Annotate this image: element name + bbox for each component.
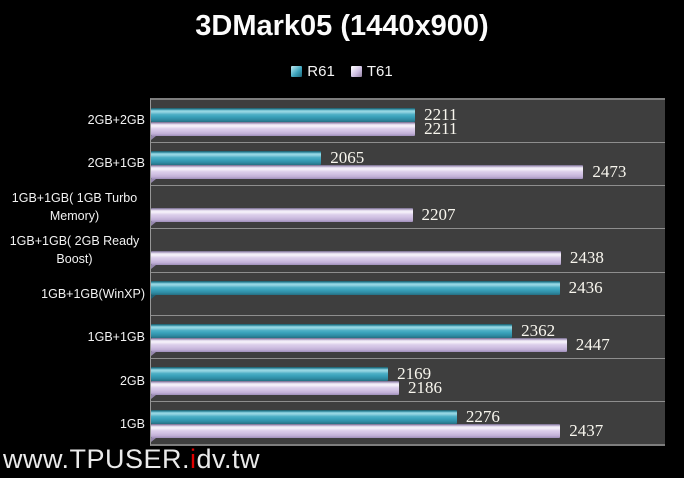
value-label: 2211 (424, 119, 458, 138)
bar-r61: 2436 (151, 279, 603, 299)
category-label: 2GB (119, 373, 145, 388)
category-label: 1GB+1GB( 2GB Ready Boost) (9, 234, 140, 267)
chart-row: 2362 2447 (151, 314, 665, 358)
category-cell: 1GB+1GB(WinXP) (0, 272, 150, 316)
category-cell: 1GB+1GB (0, 316, 150, 360)
category-axis: 2GB+2GB 2GB+1GB 1GB+1GB( 1GB Turbo Memory)… (0, 98, 150, 446)
bar-t61: 2437 (151, 422, 603, 442)
plot-area: 2211 2211 2065 2473 2207 2438 2436 2362 2447 2169… (150, 98, 665, 446)
value-label: 2211 (424, 105, 458, 124)
bar-t61: 2211 (151, 120, 457, 140)
category-label: 1GB+1GB(WinXP) (41, 286, 145, 301)
value-label: 2276 (465, 406, 500, 426)
value-label: 2169 (397, 363, 432, 383)
chart-row: 2211 2211 (151, 100, 665, 142)
value-label: 2438 (569, 248, 604, 268)
chart-title: 3DMark05 (1440x900) (195, 10, 489, 42)
category-label: 1GB+1GB( 1GB Turbo Memory) (11, 190, 138, 223)
value-label: 2436 (568, 277, 603, 297)
chart-row: 2438 (151, 228, 665, 271)
value-label: 2362 (521, 320, 556, 340)
bar-t61: 2438 (151, 249, 604, 270)
chart-row: 2207 (151, 185, 665, 228)
bar-r61: 2362 (151, 322, 555, 342)
category-cell: 1GB (0, 403, 150, 447)
legend-item-r61: R61 (291, 63, 335, 80)
bar-t61: 2207 (151, 206, 456, 227)
legend-label-r61: R61 (307, 62, 335, 80)
bar-t61: 2186 (151, 379, 442, 399)
chart-row: 2065 2473 (151, 142, 665, 185)
value-label: 2473 (592, 162, 627, 182)
legend: R61 T61 (0, 61, 684, 81)
bar-r61: 2276 (151, 408, 500, 428)
value-label: 2437 (569, 420, 604, 440)
chart-row: 2276 2437 (151, 400, 665, 444)
bar-r61: 2169 (151, 365, 431, 385)
bar-r61: 2211 (151, 106, 457, 126)
bar-t61: 2473 (151, 163, 626, 184)
bar-r61: 2065 (151, 149, 364, 170)
category-cell: 1GB+1GB( 2GB Ready Boost) (0, 229, 150, 273)
category-label: 1GB (119, 417, 145, 432)
value-label: 2207 (421, 205, 456, 225)
category-cell: 2GB+1GB (0, 142, 150, 186)
watermark-highlight: i (190, 444, 197, 474)
legend-swatch-t61-icon (350, 65, 362, 77)
legend-swatch-r61-icon (291, 65, 303, 77)
chart-row: 2436 (151, 271, 665, 315)
value-label: 2447 (575, 334, 610, 354)
category-cell: 2GB (0, 359, 150, 403)
legend-item-t61: T61 (350, 62, 393, 80)
bar-t61: 2447 (151, 336, 610, 356)
legend-label-t61: T61 (366, 62, 393, 80)
category-cell: 1GB+1GB( 1GB Turbo Memory) (0, 185, 150, 229)
watermark-prefix: www.TPUSER. (3, 444, 191, 474)
category-cell: 2GB+2GB (0, 98, 150, 142)
category-label: 2GB+1GB (87, 156, 145, 171)
watermark-suffix: dv.tw (196, 444, 261, 474)
value-label: 2065 (330, 148, 365, 168)
value-label: 2186 (408, 377, 442, 397)
chart-row: 2169 2186 (151, 357, 665, 401)
category-label: 1GB+1GB (87, 330, 145, 345)
category-label: 2GB+2GB (87, 112, 145, 127)
watermark: www.TPUSER.idv.tw (3, 444, 260, 475)
